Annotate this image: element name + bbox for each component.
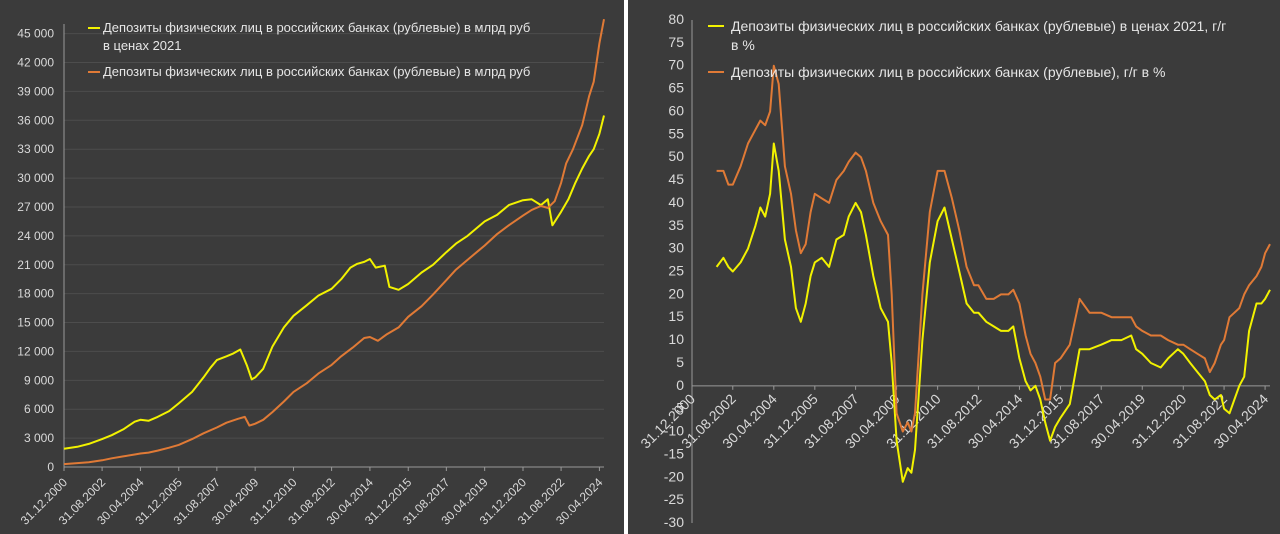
left-series-group [63,19,605,466]
y-tick-label: -10 [664,423,684,439]
y-tick-label: -5 [672,400,685,416]
y-tick-label: 3 000 [24,431,54,445]
y-tick-label: 42 000 [17,56,54,70]
y-tick-label: 25 [668,263,684,279]
left-chart: 0 3 000 6 000 9 000 12 000 15 000 18 000 21 000… [17,19,606,528]
y-tick-label: 20 [668,285,684,301]
y-tick-label: -20 [664,468,684,484]
y-tick-label: 33 000 [17,142,54,156]
legend-label-real-yoy: Депозиты физических лиц в российских бан… [731,18,1226,34]
right-chart-panel: -30 -25 -20 -15 -10 -5 0 5 10 15 20 25 30 35 40 45 50 55 6… [628,0,1280,534]
y-tick-label: 27 000 [17,200,54,214]
y-tick-label: -25 [664,491,684,507]
y-tick-label: 6 000 [24,402,54,416]
y-tick-label: 45 [668,171,684,187]
right-chart: -30 -25 -20 -15 -10 -5 0 5 10 15 20 25 30 35 40 45 50 55 6… [637,11,1271,530]
y-tick-label: 24 000 [17,229,54,243]
left-y-axis: 0 3 000 6 000 9 000 12 000 15 000 18 000 21 000… [17,24,65,474]
legend-label-real-yoy-cont: в % [731,37,755,53]
y-tick-label: 10 [668,331,684,347]
y-tick-label: 65 [668,80,684,96]
y-tick-label: 0 [676,377,684,393]
left-gridlines [64,33,604,468]
legend-label-real: Депозиты физических лиц в российских бан… [103,20,530,35]
right-x-axis: 31.12.200031.08.200230.04.200431.12.2005… [637,385,1271,451]
y-tick-label: 50 [668,148,684,164]
y-tick-label: 18 000 [17,287,54,301]
y-tick-label: -30 [664,514,684,530]
y-tick-label: 70 [668,57,684,73]
y-tick-label: 45 000 [17,27,54,41]
panel-divider [624,0,628,534]
y-tick-label: 75 [668,34,684,50]
left-chart-panel: 0 3 000 6 000 9 000 12 000 15 000 18 000 21 000… [0,0,624,534]
y-tick-label: 5 [676,354,684,370]
y-tick-label: 80 [668,11,684,27]
right-legend: Депозиты физических лиц в российских бан… [708,18,1226,80]
y-tick-label: 36 000 [17,113,54,127]
y-tick-label: 12 000 [17,344,54,358]
series-line-real [63,115,605,450]
y-tick-label: 21 000 [17,258,54,272]
legend-label-nominal: Депозиты физических лиц в российских бан… [103,64,530,79]
y-tick-label: 60 [668,102,684,118]
right-y-axis: -30 -25 -20 -15 -10 -5 0 5 10 15 20 25 30 35 40 45 50 55 6… [664,11,693,530]
y-tick-label: 39 000 [17,84,54,98]
y-tick-label: 0 [47,460,54,474]
y-tick-label: 55 [668,125,684,141]
y-tick-label: 15 000 [17,316,54,330]
series-line-nominal [716,64,1271,433]
y-tick-label: 35 [668,217,684,233]
y-tick-label: 40 [668,194,684,210]
y-tick-label: 15 [668,308,684,324]
right-series-group [715,64,1271,483]
y-tick-label: 30 000 [17,171,54,185]
y-tick-label: -15 [664,445,684,461]
y-tick-label: 30 [668,240,684,256]
series-line-real [715,142,1271,483]
left-legend: Депозиты физических лиц в российских бан… [88,20,530,79]
series-line-nominal [63,19,605,466]
legend-label-real-cont: в ценах 2021 [103,38,182,53]
y-tick-label: 9 000 [24,373,54,387]
legend-label-nominal-yoy: Депозиты физических лиц в российских бан… [731,64,1165,80]
left-x-axis: 31.12.200031.08.200230.04.200431.12.2005… [18,466,606,528]
